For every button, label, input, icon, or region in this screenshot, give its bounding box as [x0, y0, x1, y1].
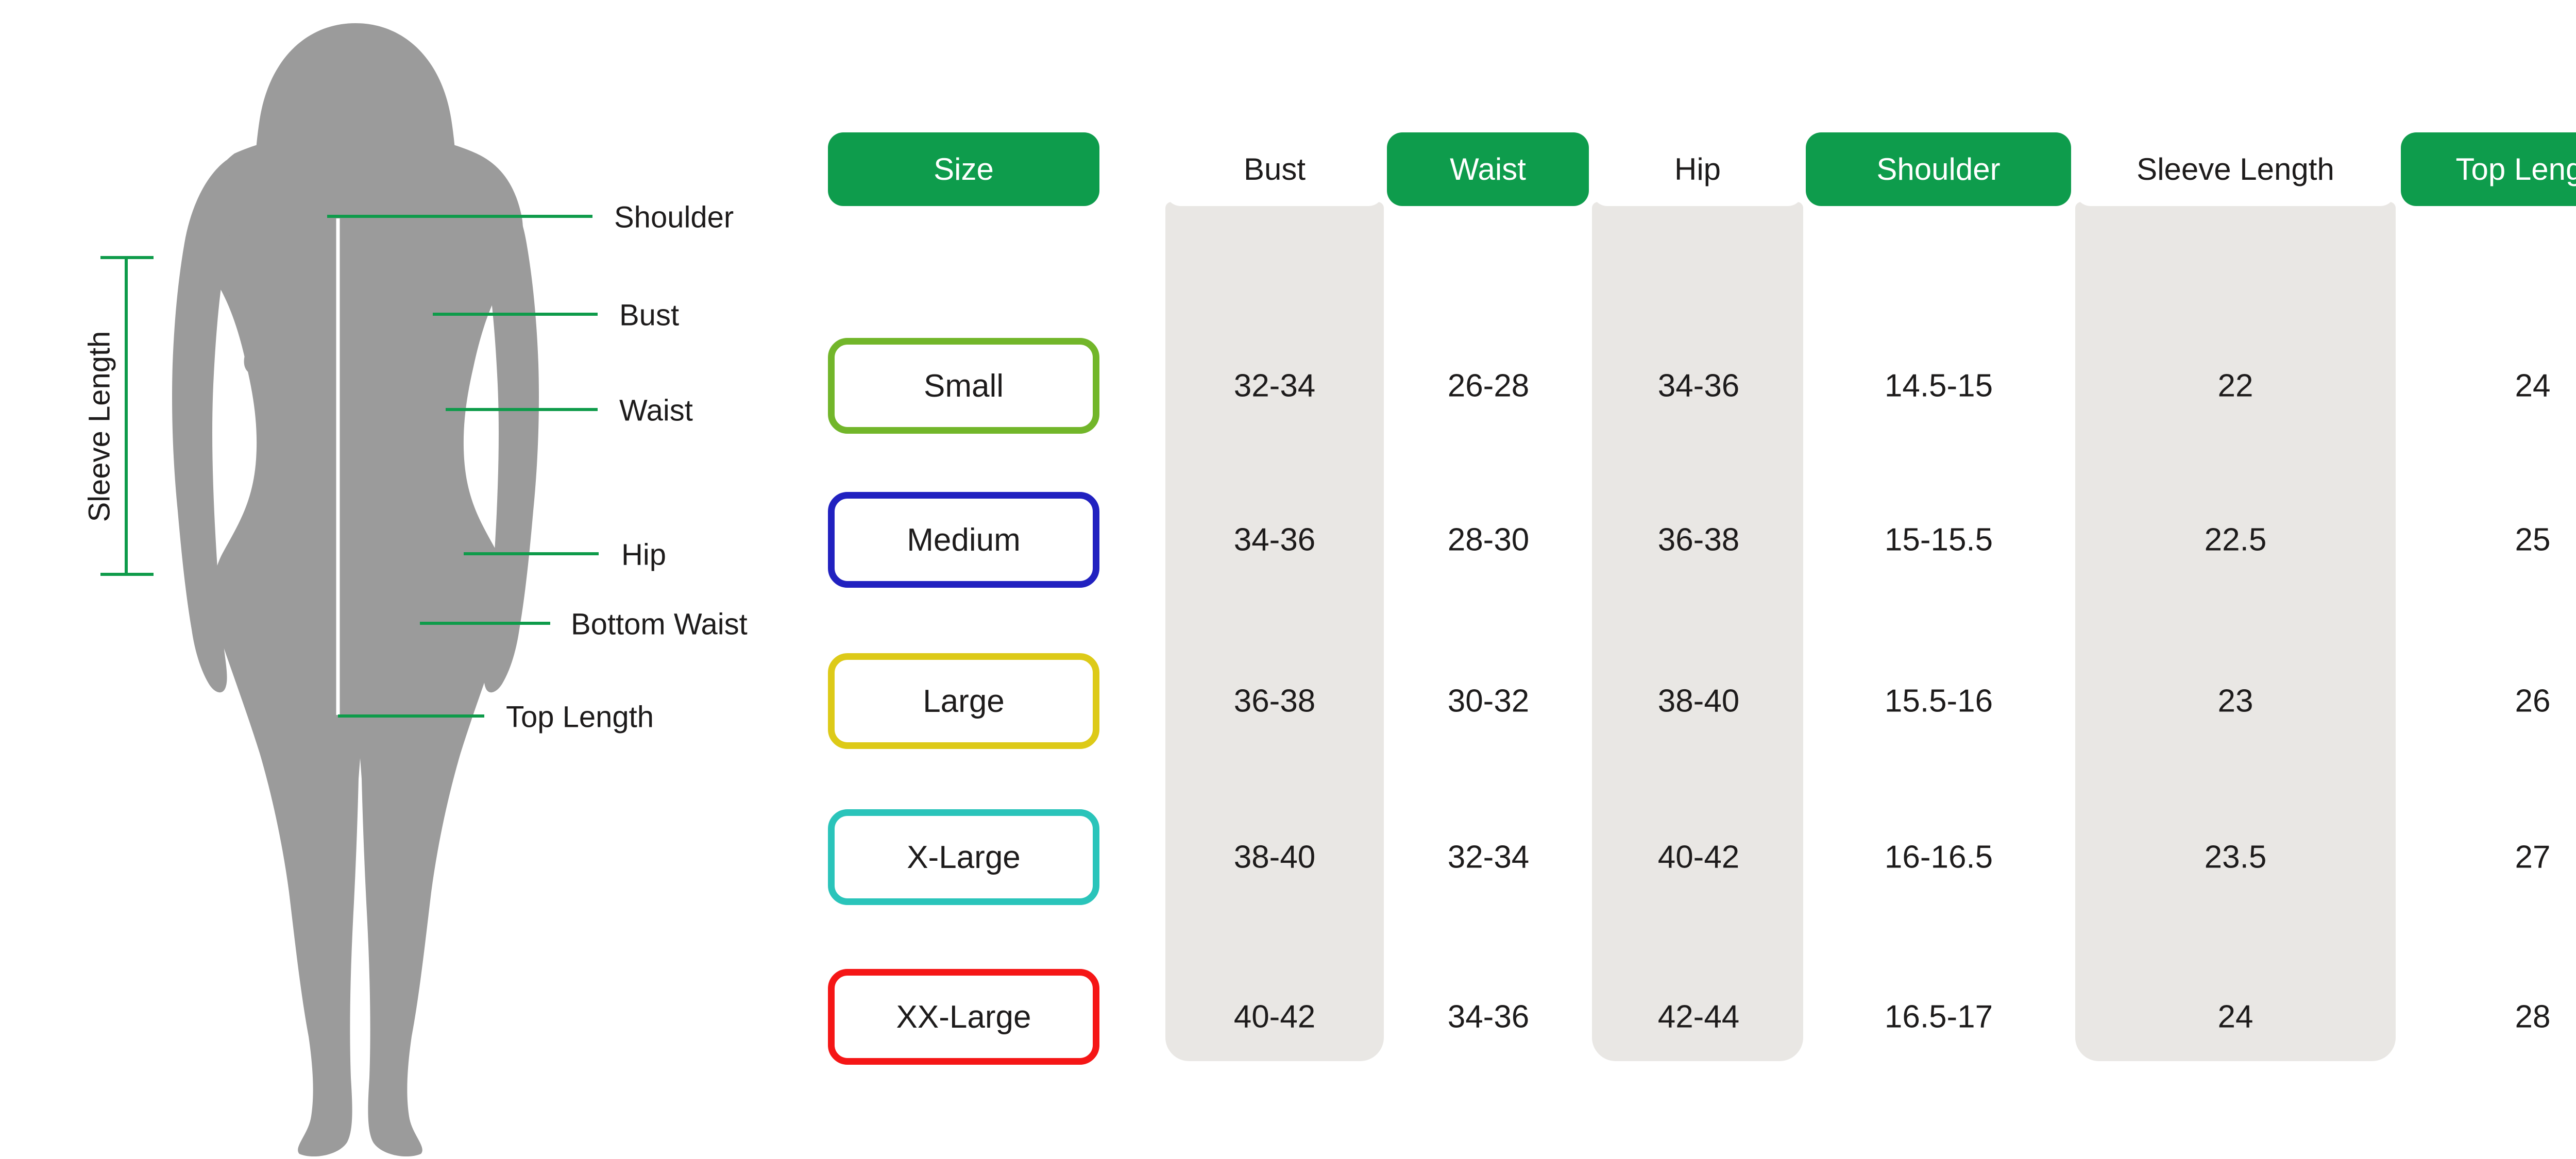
cell-xxlarge-shoulder: 16.5-17 — [1884, 999, 1993, 1035]
column-stripe-bust — [1165, 202, 1384, 1061]
cell-xxlarge-hip: 42-44 — [1657, 999, 1740, 1035]
waist-label: Waist — [619, 394, 693, 428]
shoulder-label: Shoulder — [614, 200, 734, 234]
cell-small-waist: 26-28 — [1447, 368, 1530, 404]
bottom-waist-label: Bottom Waist — [571, 607, 748, 641]
bust-label: Bust — [619, 298, 680, 332]
size-button-large: Large — [828, 653, 1099, 749]
cell-xlarge-hip: 40-42 — [1657, 839, 1740, 875]
header-bust: Bust — [1165, 132, 1384, 206]
cell-xxlarge-bust: 40-42 — [1233, 999, 1316, 1035]
header-shoulder: Shoulder — [1806, 132, 2071, 206]
cell-large-bust: 36-38 — [1233, 683, 1316, 719]
top-length-label: Top Length — [506, 700, 654, 734]
measurement-leader-lines — [100, 215, 599, 718]
cell-large-shoulder: 15.5-16 — [1884, 683, 1993, 719]
size-button-small: Small — [828, 338, 1099, 434]
cell-medium-top-length: 25 — [2515, 522, 2551, 558]
size-button-x-large: X-Large — [828, 809, 1099, 905]
cell-small-sleeve: 22 — [2217, 368, 2253, 404]
cell-medium-waist: 28-30 — [1447, 522, 1530, 558]
cell-xlarge-shoulder: 16-16.5 — [1884, 839, 1993, 875]
cell-xxlarge-top-length: 28 — [2515, 999, 2551, 1035]
size-button-xx-large: XX-Large — [828, 969, 1099, 1065]
cell-large-top-length: 26 — [2515, 683, 2551, 719]
cell-large-sleeve: 23 — [2217, 683, 2253, 719]
column-stripe-sleeve-length — [2075, 202, 2396, 1061]
cell-medium-hip: 36-38 — [1657, 522, 1740, 558]
header-top-length: Top Length — [2401, 132, 2576, 206]
cell-small-top-length: 24 — [2515, 368, 2551, 404]
header-size: Size — [828, 132, 1099, 206]
silhouette-shapes — [172, 23, 539, 1157]
cell-xxlarge-waist: 34-36 — [1447, 999, 1530, 1035]
cell-xxlarge-sleeve: 24 — [2217, 999, 2253, 1035]
cell-medium-shoulder: 15-15.5 — [1884, 522, 1993, 558]
cell-xlarge-top-length: 27 — [2515, 839, 2551, 875]
cell-large-waist: 30-32 — [1447, 683, 1530, 719]
header-sleeve-length: Sleeve Length — [2075, 132, 2396, 206]
cell-large-hip: 38-40 — [1657, 683, 1740, 719]
sleeve-length-label: Sleeve Length — [82, 331, 116, 522]
header-waist: Waist — [1387, 132, 1589, 206]
cell-small-bust: 32-34 — [1233, 368, 1316, 404]
cell-medium-bust: 34-36 — [1233, 522, 1316, 558]
cell-xlarge-waist: 32-34 — [1447, 839, 1530, 875]
cell-xlarge-bust: 38-40 — [1233, 839, 1316, 875]
cell-medium-sleeve: 22.5 — [2204, 522, 2267, 558]
cell-xlarge-sleeve: 23.5 — [2204, 839, 2267, 875]
hip-label: Hip — [621, 538, 667, 572]
female-body-silhouette — [100, 23, 599, 1157]
size-button-medium: Medium — [828, 492, 1099, 588]
header-hip: Hip — [1592, 132, 1803, 206]
column-stripe-hip — [1592, 202, 1803, 1061]
cell-small-shoulder: 14.5-15 — [1884, 368, 1993, 404]
cell-small-hip: 34-36 — [1657, 368, 1740, 404]
